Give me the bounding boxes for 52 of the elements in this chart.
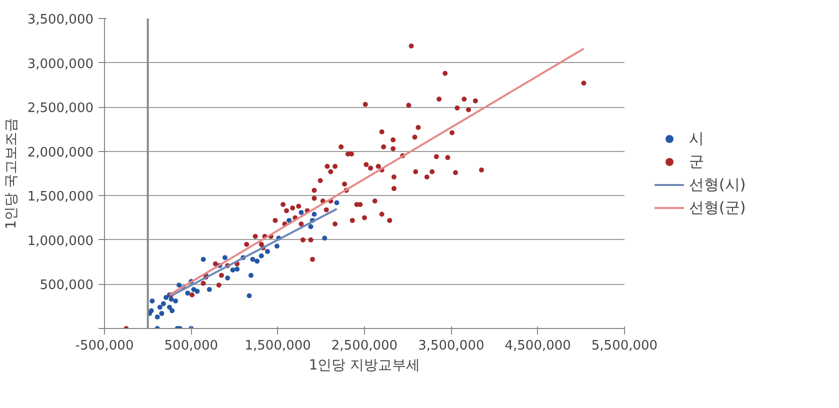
y-tick-label: 2,000,000 (27, 145, 94, 160)
x-axis-title: 1인당 지방교부세 (308, 358, 420, 374)
point (173, 298, 178, 304)
point (167, 304, 172, 310)
y-tick-label: 3,000,000 (27, 56, 94, 72)
y-tick-label: 3,500,000 (27, 12, 94, 28)
point (150, 298, 155, 304)
point (322, 236, 328, 241)
legend-label: 시 (689, 129, 705, 148)
point (154, 314, 160, 320)
point (274, 244, 280, 249)
point (286, 218, 292, 223)
point (164, 295, 169, 300)
x-tick-label: 4,500,000 (504, 338, 571, 354)
point (250, 256, 256, 262)
point (200, 256, 206, 262)
y-tick-label: 2,500,000 (27, 101, 94, 116)
point (157, 304, 162, 310)
point (170, 308, 175, 314)
point (264, 248, 270, 254)
legend-label: 군 (689, 152, 705, 171)
point (185, 290, 190, 296)
y-axis-title: 1인당 국고보조금 (3, 118, 20, 230)
point (312, 212, 317, 217)
x-tick-label: 2,500,000 (331, 338, 398, 354)
point (206, 287, 212, 292)
point (246, 293, 252, 298)
point (334, 200, 340, 206)
point (176, 282, 182, 288)
x-tick-label: -500,000 (75, 338, 134, 354)
point (159, 310, 164, 316)
point (148, 308, 154, 314)
x-tick-label: 500,000 (164, 338, 218, 354)
point (258, 253, 264, 258)
point (160, 301, 166, 306)
point (308, 224, 314, 230)
point (225, 276, 230, 281)
legend-label: 선형(시) (689, 175, 746, 194)
point (254, 258, 260, 264)
x-tick-label: 1,500,000 (244, 338, 311, 354)
point (222, 255, 228, 260)
y-tick-label: 1,000,000 (27, 234, 94, 249)
y-tick-label: 500,000 (40, 278, 94, 294)
x-tick-label: 5,500,000 (591, 338, 658, 354)
point (230, 268, 236, 273)
point (194, 288, 200, 294)
point (298, 210, 304, 215)
x-tick-label: 3,500,000 (418, 338, 484, 354)
point (234, 266, 240, 272)
y-tick-label: 1,500,000 (27, 190, 94, 205)
legend-label: 선형(군) (689, 198, 746, 217)
point (248, 272, 254, 278)
